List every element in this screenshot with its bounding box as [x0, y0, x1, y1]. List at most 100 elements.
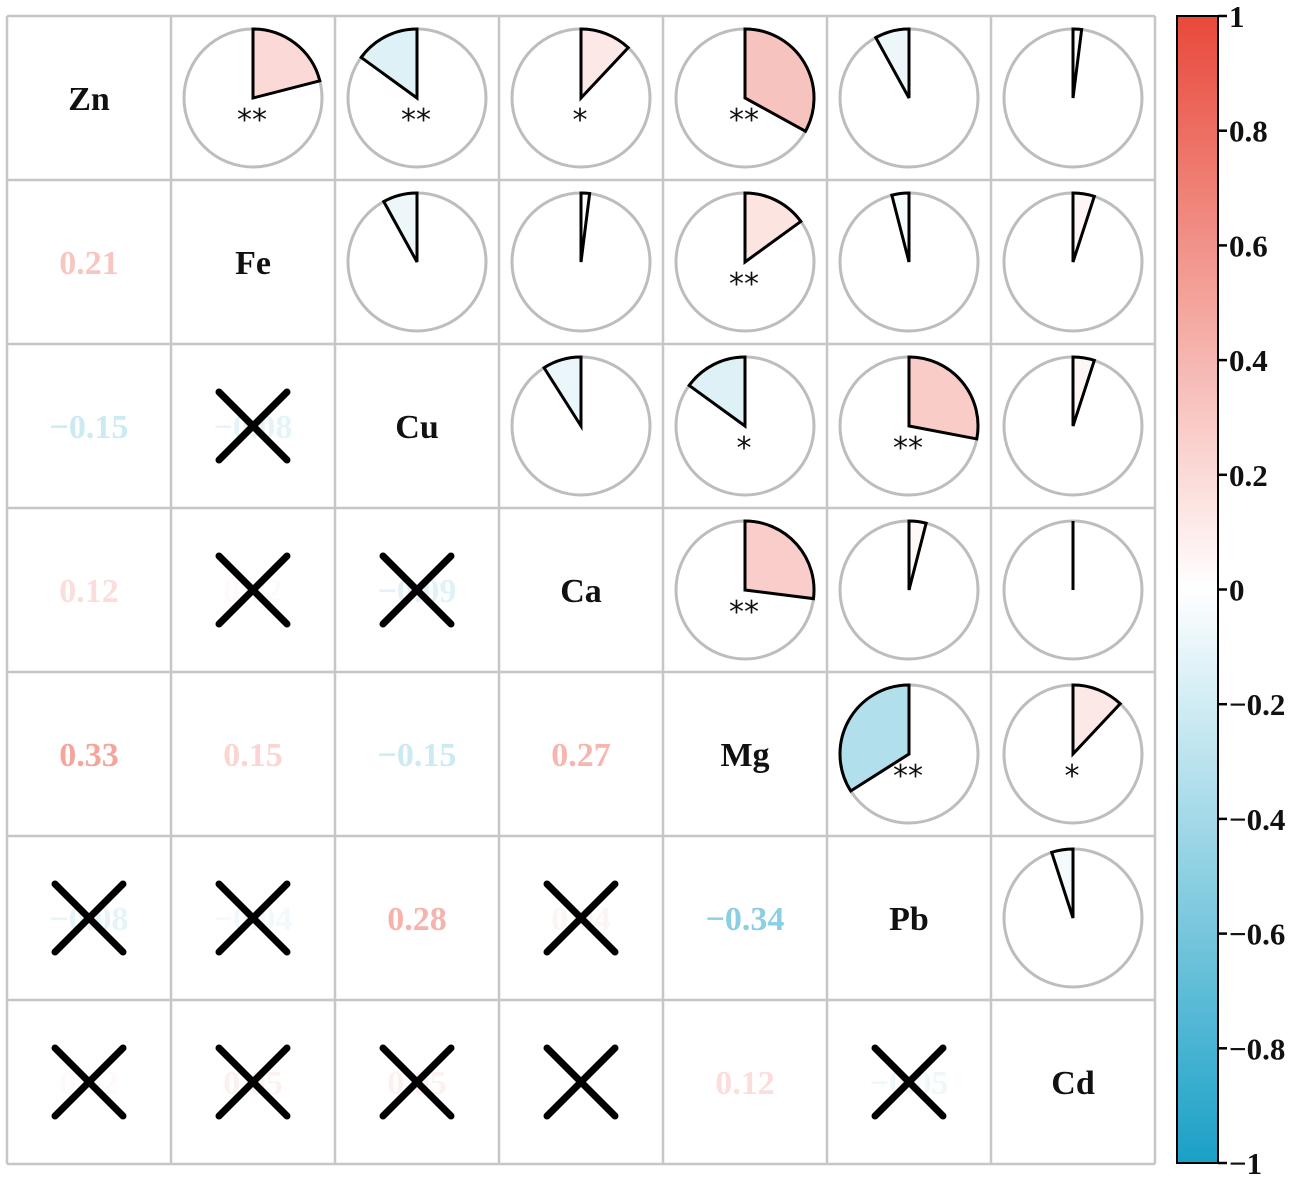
pie-cell-zn-mg: ** [674, 27, 816, 169]
colorbar-tick-label: 0 [1229, 573, 1245, 608]
colorbar-ticks: 1 0.8 0.6 0.4 0.2 0 −0.2 −0.4 −0.6 −0.8 −1 [1218, 0, 1285, 1181]
pie-cell-zn-ca: * [510, 27, 652, 169]
correlation-value: 0.12 [715, 1065, 775, 1102]
pie-cell-mg-cd: * [1002, 683, 1144, 825]
value-cell-pb-mg: −0.34 [706, 901, 785, 938]
pie-cell-ca-pb [838, 519, 980, 661]
correlation-value: 0.33 [59, 737, 119, 774]
value-cell-cd-zn: 0.02 [51, 1044, 127, 1120]
pie-cell-zn-cd [1002, 27, 1144, 169]
insignificant-cross-b [543, 1044, 619, 1120]
variable-label-cu: Cu [395, 409, 438, 446]
correlation-value: 0.12 [59, 573, 119, 610]
significance-marker: ** [893, 759, 923, 794]
pie-slice [251, 27, 322, 100]
significance-marker: ** [237, 103, 267, 138]
value-cell-mg-zn: 0.33 [59, 737, 119, 774]
value-cell-cd-fe: 0.05 [215, 1044, 291, 1120]
colorbar-gradient [1176, 15, 1219, 1164]
value-cell-cd-pb: −0.05 [870, 1044, 948, 1120]
value-cell-pb-cu: 0.28 [387, 901, 447, 938]
pie-slice [1071, 191, 1097, 263]
pie-slice [890, 191, 911, 263]
colorbar-tick-label: −0.2 [1229, 687, 1285, 722]
pie-cell-zn-fe: ** [182, 27, 324, 169]
pie-slice [1071, 355, 1097, 427]
value-cell-cu-fe: −0.08 [214, 388, 292, 464]
pie-cell-fe-cd [1002, 191, 1144, 333]
pie-slice [579, 27, 631, 102]
correlation-value: −0.15 [378, 737, 457, 774]
correlation-value: 0.15 [223, 737, 283, 774]
insignificant-cross-b [379, 552, 455, 628]
colorbar-tick-label: 0.8 [1229, 114, 1268, 149]
colorbar-tick-label: 1 [1229, 0, 1245, 34]
correlation-value: 0.28 [387, 901, 447, 938]
pie-cell-zn-pb [838, 27, 980, 169]
significance-marker: ** [401, 103, 431, 138]
pie-cell-fe-ca [510, 191, 652, 333]
matrix-cells: Zn*******0.21Fe**−0.15−0.08Cu***0.120.02… [50, 27, 1144, 1120]
value-cell-mg-cu: −0.15 [378, 737, 457, 774]
pie-slice [359, 27, 419, 101]
insignificant-cross-b [215, 388, 291, 464]
significance-marker: * [737, 431, 752, 466]
pie-slice [1049, 847, 1075, 919]
pie-slice [1071, 27, 1084, 99]
colorbar-tick-label: 0.4 [1229, 343, 1268, 378]
pie-slice [907, 519, 928, 591]
value-cell-cd-ca: 0.00 [543, 1044, 619, 1120]
insignificant-cross-b [379, 1044, 455, 1120]
insignificant-cross-b [215, 880, 291, 956]
colorbar-tick-label: −0.4 [1229, 802, 1285, 837]
pie-slice [873, 27, 911, 99]
colorbar-tick-label: 0.2 [1229, 458, 1268, 493]
significance-marker: ** [729, 103, 759, 138]
significance-marker: ** [729, 267, 759, 302]
pie-cell-ca-cd [1002, 519, 1144, 661]
variable-label-mg: Mg [720, 737, 769, 774]
pie-cell-zn-cu: ** [346, 27, 488, 169]
insignificant-cross-b [871, 1044, 947, 1120]
value-cell-mg-fe: 0.15 [223, 737, 283, 774]
colorbar: 1 0.8 0.6 0.4 0.2 0 −0.2 −0.4 −0.6 −0.8 −1 [1176, 0, 1285, 1181]
pie-cell-cu-cd [1002, 355, 1144, 497]
variable-label-zn: Zn [68, 81, 110, 118]
value-cell-pb-fe: −0.04 [214, 880, 292, 956]
value-cell-ca-fe: 0.02 [215, 552, 291, 628]
pie-cell-cu-pb: ** [838, 355, 980, 497]
pie-slice [687, 355, 747, 429]
variable-label-pb: Pb [889, 901, 929, 938]
value-cell-ca-zn: 0.12 [59, 573, 119, 610]
insignificant-cross-b [51, 1044, 127, 1120]
pie-slice [381, 191, 419, 263]
pie-cell-ca-mg: ** [674, 519, 816, 661]
colorbar-tick-label: 0.6 [1229, 228, 1268, 263]
pie-slice [541, 355, 583, 432]
pie-cell-cu-ca [510, 355, 652, 497]
pie-cell-fe-mg: ** [674, 191, 816, 333]
pie-slice [838, 683, 911, 794]
insignificant-cross-b [215, 1044, 291, 1120]
significance-marker: * [1065, 759, 1080, 794]
value-cell-cu-zn: −0.15 [50, 409, 129, 446]
value-cell-fe-zn: 0.21 [59, 245, 119, 282]
significance-marker: * [573, 103, 588, 138]
variable-label-cd: Cd [1051, 1065, 1095, 1102]
colorbar-tick-label: −1 [1229, 1146, 1262, 1181]
variable-label-fe: Fe [235, 245, 271, 282]
value-cell-mg-ca: 0.27 [551, 737, 611, 774]
colorbar-tick-label: −0.8 [1229, 1031, 1285, 1066]
pie-slice [743, 191, 803, 265]
pie-cell-mg-pb: ** [838, 683, 980, 825]
significance-marker: ** [729, 595, 759, 630]
pie-cell-pb-cd [1002, 847, 1144, 989]
insignificant-cross-b [51, 880, 127, 956]
pie-slice [743, 519, 816, 601]
pie-cell-fe-pb [838, 191, 980, 333]
pie-slice [579, 191, 592, 263]
correlation-value: −0.34 [706, 901, 785, 938]
correlation-value: 0.27 [551, 737, 611, 774]
value-cell-cd-mg: 0.12 [715, 1065, 775, 1102]
